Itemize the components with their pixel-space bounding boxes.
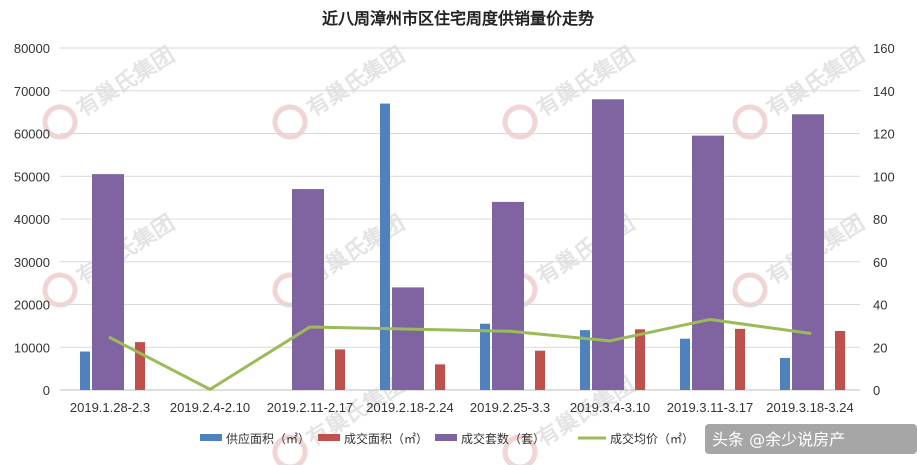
legend-item: 成交面积（㎡） xyxy=(318,431,428,446)
bar xyxy=(592,99,624,391)
grid-lines xyxy=(60,47,860,391)
line-point xyxy=(308,325,312,329)
legend-swatch xyxy=(435,434,457,441)
y-right-tick-label: 80 xyxy=(873,212,887,227)
chart-title: 近八周漳州市区住宅周度供销量价走势 xyxy=(322,9,594,28)
bar xyxy=(92,174,124,390)
line-point xyxy=(208,387,212,391)
bar xyxy=(580,330,590,390)
bar xyxy=(635,329,645,390)
legend-swatch xyxy=(200,434,222,441)
y-left-tick-label: 40000 xyxy=(14,212,50,227)
bar xyxy=(380,103,390,390)
y-axis-right: 0 20 40 60 80 100 120 140 160 xyxy=(873,41,895,398)
bar xyxy=(80,351,90,390)
legend-label: 成交均价（㎡） xyxy=(610,431,694,446)
y-left-tick-label: 70000 xyxy=(14,84,50,99)
line-point xyxy=(708,317,712,321)
watermark-logo-icon xyxy=(42,104,78,140)
y-left-tick-label: 80000 xyxy=(14,41,50,56)
y-right-tick-label: 120 xyxy=(873,127,895,142)
bar xyxy=(680,338,690,390)
y-right-tick-label: 160 xyxy=(873,41,895,56)
x-tick-label: 2019.3.11-3.17 xyxy=(667,400,754,415)
y-right-tick-label: 40 xyxy=(873,298,887,313)
watermark-logo-icon xyxy=(732,104,768,140)
legend-label: 成交套数（套） xyxy=(461,431,545,446)
x-axis: 2019.1.28-2.3 2019.2.4-2.10 2019.2.11-2.17… xyxy=(70,400,854,415)
legend: 供应面积（㎡） 成交面积（㎡） 成交套数（套） 成交均价（㎡） xyxy=(200,431,694,446)
y-left-tick-label: 60000 xyxy=(14,127,50,142)
y-axis-left: 0 10000 20000 30000 40000 50000 60000 70000 8000… xyxy=(14,41,50,398)
line-point xyxy=(508,329,512,333)
credit-overlay: 头条 @余少说房产 xyxy=(705,424,917,454)
watermark-text: 有巢氏集团 xyxy=(72,42,179,122)
y-left-tick-label: 30000 xyxy=(14,255,50,270)
bar xyxy=(335,349,345,390)
watermark-logo-icon xyxy=(42,272,78,308)
bar xyxy=(392,287,424,390)
watermark-logo-icon xyxy=(502,104,538,140)
bar xyxy=(492,201,524,390)
y-left-tick-label: 10000 xyxy=(14,340,50,355)
y-right-tick-label: 0 xyxy=(873,383,880,398)
y-right-tick-label: 140 xyxy=(873,84,895,99)
bar xyxy=(780,357,790,390)
line-point xyxy=(108,336,112,340)
x-tick-label: 2019.3.18-3.24 xyxy=(766,400,853,415)
price-line xyxy=(108,317,812,391)
bar xyxy=(480,323,490,390)
y-left-tick-label: 50000 xyxy=(14,169,50,184)
bar xyxy=(735,328,745,390)
watermark-logo-icon xyxy=(272,104,308,140)
x-tick-label: 2019.1.28-2.3 xyxy=(70,400,150,415)
watermark-text: 有巢氏集团 xyxy=(72,210,179,290)
bar xyxy=(535,350,545,390)
bar xyxy=(835,331,845,390)
y-right-tick-label: 100 xyxy=(873,169,895,184)
legend-item: 成交均价（㎡） xyxy=(578,431,694,446)
watermark-text: 有巢氏集团 xyxy=(762,42,869,122)
x-tick-label: 2019.3.4-3.10 xyxy=(570,400,650,415)
legend-item: 成交套数（套） xyxy=(435,431,545,446)
line-point xyxy=(808,331,812,335)
watermark-logo-icon xyxy=(732,272,768,308)
credit-text: 头条 @余少说房产 xyxy=(712,430,845,449)
x-tick-label: 2019.2.25-3.3 xyxy=(470,400,550,415)
bar xyxy=(292,189,324,390)
legend-label: 成交面积（㎡） xyxy=(344,431,428,446)
bar xyxy=(435,364,445,390)
bars xyxy=(80,99,845,391)
x-tick-label: 2019.2.4-2.10 xyxy=(170,400,250,415)
x-tick-label: 2019.2.18-2.24 xyxy=(366,400,453,415)
legend-swatch xyxy=(318,434,340,441)
y-left-tick-label: 0 xyxy=(43,383,50,398)
series-line xyxy=(109,317,811,391)
y-left-tick-label: 20000 xyxy=(14,298,50,313)
y-right-tick-label: 60 xyxy=(873,255,887,270)
bar xyxy=(692,135,724,390)
legend-item: 供应面积（㎡） xyxy=(200,431,310,446)
bar xyxy=(792,114,824,390)
line-point xyxy=(408,327,412,331)
watermark-text: 有巢氏集团 xyxy=(302,42,409,122)
y-right-tick-label: 20 xyxy=(873,340,887,355)
bar xyxy=(135,342,145,390)
line-point xyxy=(608,339,612,343)
legend-label: 供应面积（㎡） xyxy=(226,431,310,446)
x-tick-label: 2019.2.11-2.17 xyxy=(267,400,354,415)
